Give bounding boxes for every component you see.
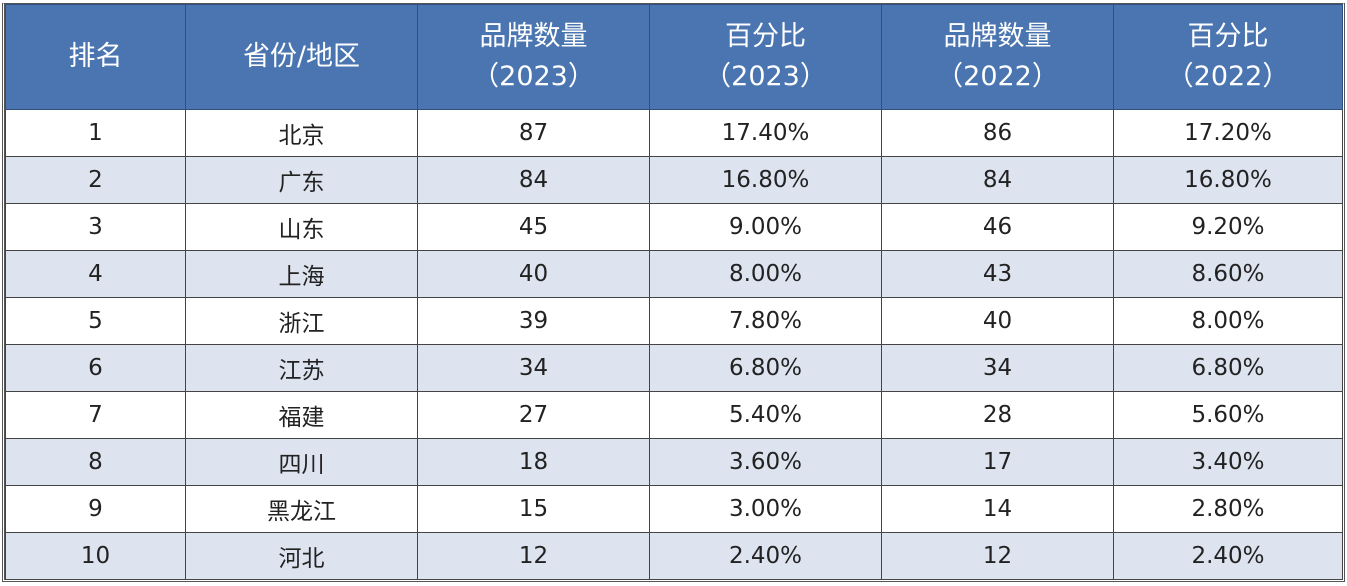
- table-cell: 8.00%: [1113, 297, 1343, 345]
- table-cell: 浙江: [185, 297, 418, 345]
- table-cell: 5: [5, 297, 186, 345]
- table-cell: 5.60%: [1113, 391, 1343, 439]
- header-text: （2023）: [704, 61, 827, 92]
- table-cell: 3: [5, 203, 186, 251]
- table-cell: 黑龙江: [185, 485, 418, 533]
- table-row: 7 福建 27 5.40% 28 5.60%: [5, 391, 1343, 439]
- table-cell: 17.20%: [1113, 109, 1343, 157]
- table-cell: 40: [417, 250, 650, 298]
- table-cell: 3.60%: [649, 438, 882, 486]
- table-cell: 9.20%: [1113, 203, 1343, 251]
- table-row: 9 黑龙江 15 3.00% 14 2.80%: [5, 485, 1343, 533]
- table-cell: 2.80%: [1113, 485, 1343, 533]
- brand-table: 排名 省份/地区 品牌数量 （2023） 百分比 （2023） 品牌数量 （2022） 百分比 （…: [5, 4, 1343, 580]
- table-cell: 2: [5, 156, 186, 204]
- table-row: 1 北京 87 17.40% 86 17.20%: [5, 109, 1343, 157]
- table-cell: 8.00%: [649, 250, 882, 298]
- table-cell: 46: [881, 203, 1114, 251]
- table-cell: 17: [881, 438, 1114, 486]
- header-text: 排名: [68, 41, 123, 72]
- table-row: 2 广东 84 16.80% 84 16.80%: [5, 156, 1343, 204]
- table-cell: 84: [417, 156, 650, 204]
- table-cell: 84: [881, 156, 1114, 204]
- table-cell: 8: [5, 438, 186, 486]
- header-text: 百分比: [725, 21, 806, 52]
- table-cell: 四川: [185, 438, 418, 486]
- table-row: 8 四川 18 3.60% 17 3.40%: [5, 438, 1343, 486]
- header-row: 排名 省份/地区 品牌数量 （2023） 百分比 （2023） 品牌数量 （2022） 百分比 （…: [5, 4, 1343, 110]
- table-cell: 4: [5, 250, 186, 298]
- table-cell: 3.00%: [649, 485, 882, 533]
- table-cell: 2.40%: [1113, 532, 1343, 580]
- table-cell: 45: [417, 203, 650, 251]
- header-text: （2022）: [1166, 61, 1290, 92]
- table-cell: 上海: [185, 250, 418, 298]
- header-text: 百分比: [1187, 21, 1269, 52]
- table-row: 5 浙江 39 7.80% 40 8.00%: [5, 297, 1343, 345]
- table-cell: 福建: [185, 391, 418, 439]
- table-cell: 28: [881, 391, 1114, 439]
- table-cell: 12: [881, 532, 1114, 580]
- header-cell: 百分比 （2023）: [649, 4, 882, 110]
- header-cell: 品牌数量 （2022）: [881, 4, 1114, 110]
- table-cell: 27: [417, 391, 650, 439]
- table-cell: 7.80%: [649, 297, 882, 345]
- table-cell: 15: [417, 485, 650, 533]
- header-text: （2022）: [936, 61, 1059, 92]
- table-cell: 16.80%: [1113, 156, 1343, 204]
- table-cell: 河北: [185, 532, 418, 580]
- table-cell: 7: [5, 391, 186, 439]
- table-cell: 山东: [185, 203, 418, 251]
- header-cell: 省份/地区: [185, 4, 418, 110]
- table-cell: 1: [5, 109, 186, 157]
- table-cell: 18: [417, 438, 650, 486]
- header-cell: 品牌数量 （2023）: [417, 4, 650, 110]
- table-cell: 12: [417, 532, 650, 580]
- table-cell: 39: [417, 297, 650, 345]
- table-cell: 16.80%: [649, 156, 882, 204]
- header-text: 品牌数量: [479, 21, 588, 52]
- header-text: 品牌数量: [943, 21, 1052, 52]
- table-cell: 5.40%: [649, 391, 882, 439]
- table-cell: 6.80%: [1113, 344, 1343, 392]
- table-cell: 87: [417, 109, 650, 157]
- table-cell: 10: [5, 532, 186, 580]
- table-cell: 8.60%: [1113, 250, 1343, 298]
- table-row: 6 江苏 34 6.80% 34 6.80%: [5, 344, 1343, 392]
- table-container: 排名 省份/地区 品牌数量 （2023） 百分比 （2023） 品牌数量 （2022） 百分比 （…: [2, 3, 1345, 582]
- header-cell: 排名: [5, 4, 186, 110]
- header-text: 省份/地区: [242, 41, 361, 72]
- table-cell: 6.80%: [649, 344, 882, 392]
- table-cell: 34: [417, 344, 650, 392]
- table-cell: 86: [881, 109, 1114, 157]
- table-body: 1 北京 87 17.40% 86 17.20% 2 广东 84 16.80% 84 16.80% 3 山…: [5, 109, 1343, 580]
- table-row: 4 上海 40 8.00% 43 8.60%: [5, 250, 1343, 298]
- table-cell: 40: [881, 297, 1114, 345]
- table-cell: 2.40%: [649, 532, 882, 580]
- table-cell: 9.00%: [649, 203, 882, 251]
- table-cell: 43: [881, 250, 1114, 298]
- table-cell: 江苏: [185, 344, 418, 392]
- table-row: 10 河北 12 2.40% 12 2.40%: [5, 532, 1343, 580]
- table-cell: 34: [881, 344, 1114, 392]
- table-cell: 14: [881, 485, 1114, 533]
- table-cell: 3.40%: [1113, 438, 1343, 486]
- table-cell: 广东: [185, 156, 418, 204]
- table-cell: 北京: [185, 109, 418, 157]
- table-row: 3 山东 45 9.00% 46 9.20%: [5, 203, 1343, 251]
- header-cell: 百分比 （2022）: [1113, 4, 1343, 110]
- table-cell: 9: [5, 485, 186, 533]
- header-text: （2023）: [472, 61, 595, 92]
- table-cell: 17.40%: [649, 109, 882, 157]
- table-cell: 6: [5, 344, 186, 392]
